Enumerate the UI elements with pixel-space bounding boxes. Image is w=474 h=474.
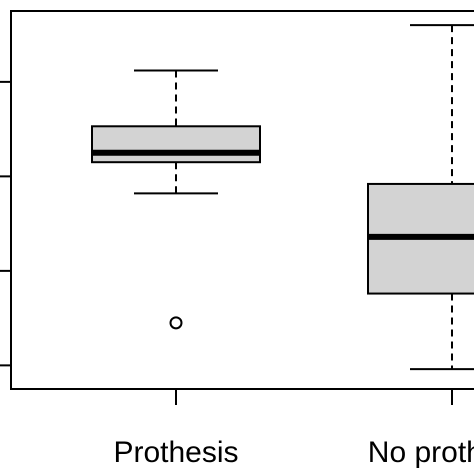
box-group bbox=[91, 69, 261, 330]
plot-area-frame bbox=[10, 10, 474, 390]
x-tick-label: No prothesis bbox=[368, 436, 474, 469]
x-axis: Prothesis No prothesis bbox=[113, 389, 474, 469]
box-series bbox=[91, 24, 474, 371]
outlier-point bbox=[169, 316, 183, 330]
x-tick-label: Prothesis bbox=[113, 436, 238, 469]
iqr-box bbox=[91, 125, 261, 164]
y-axis bbox=[0, 80, 11, 367]
box-group bbox=[367, 24, 474, 371]
